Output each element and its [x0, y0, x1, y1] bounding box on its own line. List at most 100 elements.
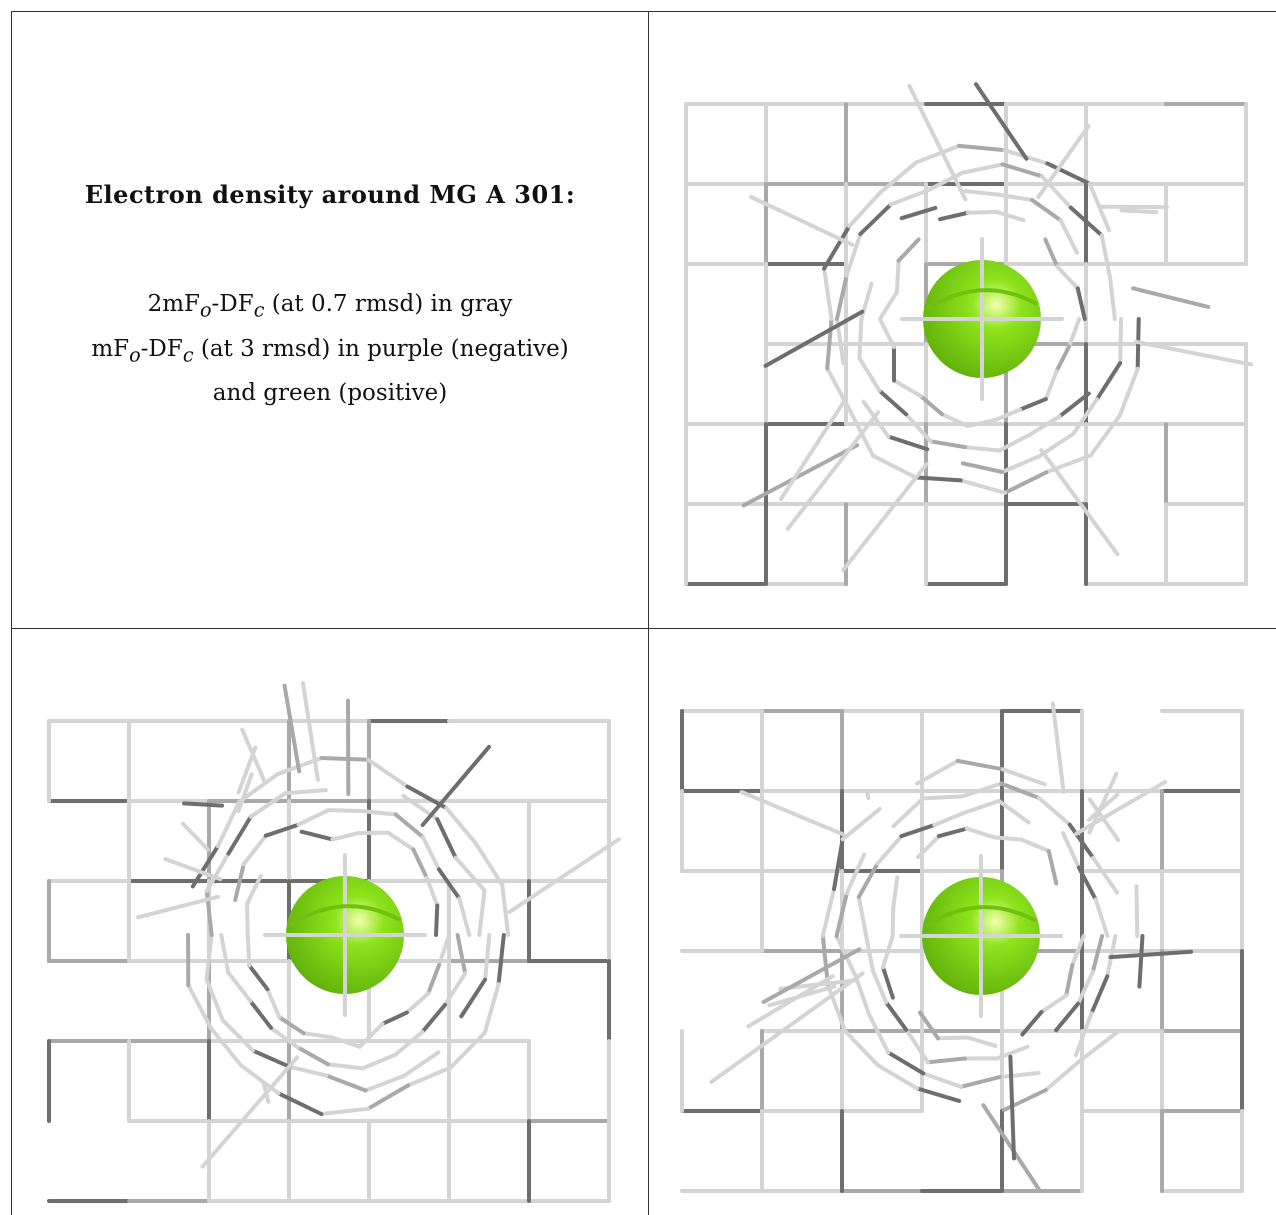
shell-edge: [904, 412, 933, 444]
shell-edge: [420, 1002, 447, 1035]
strand-edge: [240, 727, 267, 784]
shell-edge: [455, 933, 468, 976]
shell-edge: [871, 453, 918, 480]
shell-edge: [1019, 837, 1051, 854]
shell-edge: [1057, 391, 1091, 419]
shell-edge: [1076, 865, 1098, 902]
shell-edge: [435, 817, 458, 860]
shell-edge: [962, 798, 1001, 815]
shell-edge: [226, 814, 253, 856]
shell-edge: [482, 982, 501, 1035]
shell-edge: [937, 826, 969, 839]
shell-edge: [997, 432, 1033, 453]
shell-edge: [366, 757, 410, 789]
strand-edge: [779, 397, 848, 501]
table-border-vertical: [648, 11, 649, 1215]
shell-edge: [891, 796, 926, 829]
strand-edge: [739, 790, 846, 837]
shell-edge: [1002, 470, 1049, 495]
shell-edge: [411, 847, 429, 880]
shell-edge: [995, 1044, 1030, 1061]
shell-edge: [820, 934, 830, 987]
shell-edge: [1090, 934, 1105, 974]
shell-edge: [820, 887, 837, 938]
shell-edge: [1030, 197, 1063, 223]
shell-edge: [1137, 934, 1145, 989]
shell-edge: [965, 1035, 998, 1048]
shell-edge: [1066, 317, 1082, 349]
shell-edge: [997, 1070, 1041, 1080]
strand-edge: [163, 856, 223, 882]
strand-edge: [282, 683, 302, 774]
shell-edge: [960, 781, 1004, 799]
shell-edge: [483, 933, 492, 982]
shell-edge: [891, 875, 900, 910]
strand-edge: [748, 194, 855, 247]
shell-edge: [385, 830, 416, 852]
shell-edge: [363, 1073, 407, 1093]
shell-edge: [894, 258, 901, 294]
strand-edge: [907, 83, 968, 202]
shell-edge: [324, 1073, 368, 1093]
shell-edge: [473, 841, 505, 887]
strand-edge: [1050, 701, 1066, 794]
shell-edge: [913, 475, 963, 483]
mesh-svg-2: [47, 681, 621, 1203]
shell-edge: [875, 1063, 919, 1091]
shell-edge: [1088, 413, 1122, 458]
shell-edge: [858, 202, 893, 237]
shell-edge: [844, 232, 863, 278]
strand-edge: [136, 894, 220, 920]
shell-edge: [1001, 767, 1047, 787]
shell-edge: [237, 772, 280, 805]
strand-edge: [746, 974, 835, 1029]
shell-edge: [844, 852, 867, 896]
shell-edge: [357, 1021, 385, 1049]
shell-edge: [958, 478, 1007, 495]
shell-edge: [393, 1030, 425, 1057]
sphere-contour: [288, 904, 401, 927]
shell-edge: [1018, 397, 1048, 412]
shell-edge: [1094, 361, 1123, 402]
shell-edge: [928, 439, 968, 450]
shell-edge: [918, 1010, 941, 1041]
shell-edge: [965, 417, 998, 429]
table-border-horizontal: [11, 628, 1276, 629]
shell-edge: [886, 1050, 926, 1076]
shell-edge: [1067, 822, 1096, 860]
strand-edge: [180, 821, 211, 852]
shell-edge: [880, 965, 895, 1000]
shell-edge: [1118, 317, 1124, 366]
shell-edge: [1045, 161, 1092, 186]
shell-edge: [939, 412, 970, 429]
shell-edge: [896, 237, 921, 263]
shell-edge: [1117, 366, 1140, 418]
shell-edge: [1091, 855, 1120, 895]
shell-edge: [359, 809, 398, 817]
strand-edge: [1131, 286, 1211, 309]
shell-edge: [453, 855, 487, 893]
shell-edge: [204, 977, 225, 1023]
mesh-svg-1: [684, 82, 1253, 586]
shell-edge: [892, 378, 923, 399]
shell-edge: [832, 837, 845, 892]
shell-edge: [861, 399, 891, 439]
strand-edge: [1039, 448, 1120, 557]
strand-edge: [1008, 1054, 1016, 1161]
shell-edge: [853, 974, 872, 1017]
shell-edge: [1076, 969, 1095, 1006]
shell-edge: [241, 833, 268, 867]
shell-edge: [500, 882, 511, 937]
shell-edge: [857, 317, 864, 361]
shell-edge: [1071, 397, 1099, 436]
shell-edge: [822, 224, 852, 271]
shell-edge: [834, 891, 849, 938]
sphere-contour: [925, 288, 1038, 311]
table-border-left: [11, 11, 12, 1215]
shell-edge: [1073, 1011, 1094, 1058]
shell-edge: [847, 190, 883, 229]
shell-edge: [1046, 849, 1059, 886]
shell-edge: [233, 862, 246, 902]
shell-edge: [825, 982, 848, 1033]
shell-edge: [1108, 276, 1117, 321]
